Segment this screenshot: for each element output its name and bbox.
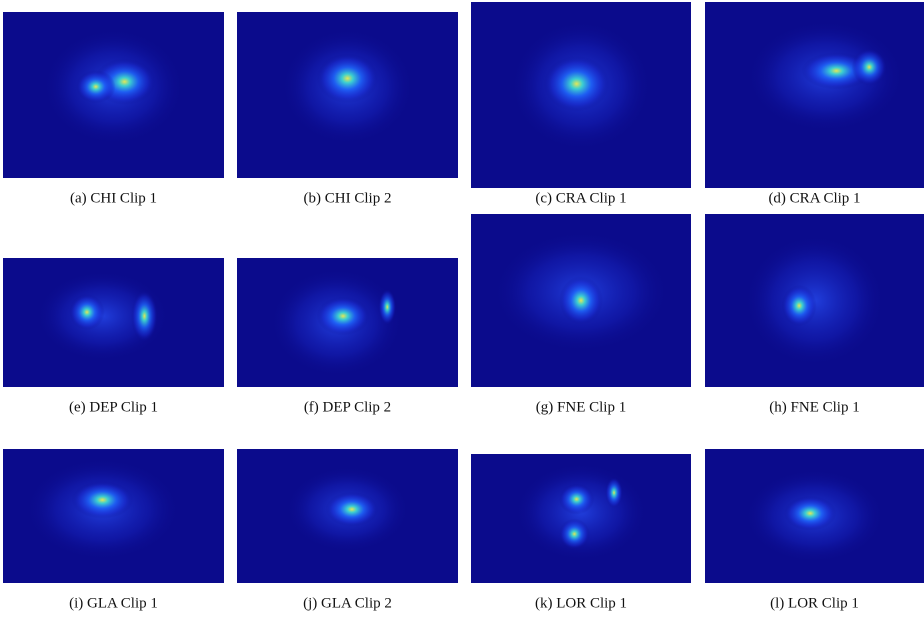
subfigure: (a) CHI Clip 1 bbox=[3, 12, 224, 206]
heatmap-blob bbox=[783, 495, 837, 531]
heatmap-blob bbox=[325, 491, 379, 527]
heatmap-blob bbox=[559, 483, 595, 515]
caption: (i) GLA Clip 1 bbox=[69, 595, 158, 611]
subfigure: (b) CHI Clip 2 bbox=[237, 12, 458, 206]
caption: (k) LOR Clip 1 bbox=[535, 595, 627, 611]
subfigure: (d) CRA Clip 1 bbox=[705, 2, 924, 206]
subfigure: (h) FNE Clip 1 bbox=[705, 214, 924, 415]
subfigure: (j) GLA Clip 2 bbox=[237, 449, 458, 611]
caption: (h) FNE Clip 1 bbox=[769, 399, 859, 415]
heatmap-blob bbox=[851, 48, 887, 86]
heatmap-blob bbox=[316, 296, 370, 336]
heatmap-blob bbox=[75, 70, 116, 104]
caption: (j) GLA Clip 2 bbox=[303, 595, 392, 611]
heatmap-blob bbox=[131, 290, 158, 342]
heatmap-blob bbox=[69, 294, 105, 331]
subfigure: (e) DEP Clip 1 bbox=[3, 258, 224, 415]
subfigure: (c) CRA Clip 1 bbox=[471, 2, 691, 206]
heatmap-blob bbox=[543, 55, 610, 112]
heatmap-blob bbox=[378, 288, 397, 326]
heatmap-blob bbox=[781, 284, 817, 327]
caption: (b) CHI Clip 2 bbox=[304, 190, 392, 206]
heatmap-blob bbox=[559, 518, 590, 550]
heatmap-blob bbox=[559, 276, 603, 325]
caption: (l) LOR Clip 1 bbox=[770, 595, 859, 611]
subfigure: (g) FNE Clip 1 bbox=[471, 214, 691, 415]
heatmap-blob bbox=[71, 481, 134, 519]
subfigure: (f) DEP Clip 2 bbox=[237, 258, 458, 415]
heatmap-blob bbox=[316, 53, 379, 104]
subfigure: (i) GLA Clip 1 bbox=[3, 449, 224, 611]
caption: (d) CRA Clip 1 bbox=[768, 190, 860, 206]
caption: (g) FNE Clip 1 bbox=[536, 399, 626, 415]
subfigure: (k) LOR Clip 1 bbox=[471, 454, 691, 611]
heatmap-blob bbox=[605, 477, 623, 509]
caption: (f) DEP Clip 2 bbox=[304, 399, 391, 415]
caption: (a) CHI Clip 1 bbox=[70, 190, 157, 206]
caption: (c) CRA Clip 1 bbox=[535, 190, 626, 206]
subfigure: (l) LOR Clip 1 bbox=[705, 449, 924, 611]
caption: (e) DEP Clip 1 bbox=[69, 399, 158, 415]
